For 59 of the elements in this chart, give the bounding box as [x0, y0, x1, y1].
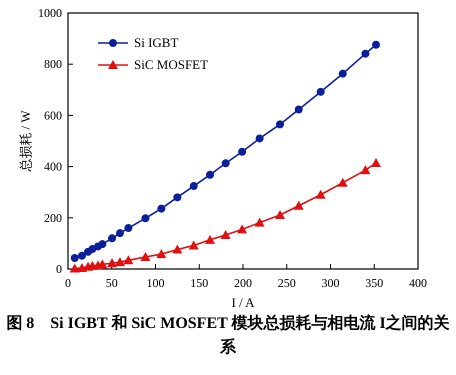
point	[361, 50, 370, 58]
legend-label: Si IGBT	[134, 35, 178, 50]
text: 图 8 Si IGBT 和 SiC MOSFET 模块总损耗与相电流 I之间的关系	[5, 313, 451, 358]
point	[205, 234, 216, 244]
y-tick-label: 200	[44, 210, 62, 225]
point	[98, 240, 106, 248]
x-tick-label: 0	[65, 276, 71, 290]
point	[116, 229, 124, 238]
x-tick-label: 200	[234, 276, 252, 290]
point	[238, 148, 246, 156]
x-tick-label: 300	[322, 276, 340, 290]
y-tick-label: 0	[56, 262, 62, 276]
point	[124, 224, 132, 232]
legend-label: SiC MOSFET	[134, 57, 208, 72]
point	[371, 158, 381, 168]
y-tick-label: 800	[44, 57, 62, 72]
point	[360, 165, 370, 174]
point	[123, 255, 134, 264]
y-tick-label: 1000	[38, 6, 62, 20]
point	[220, 230, 231, 239]
point	[172, 244, 182, 254]
point	[276, 120, 284, 128]
point	[70, 254, 79, 262]
point	[316, 190, 326, 199]
x-tick-label: 400	[409, 276, 427, 290]
point	[275, 210, 286, 219]
point	[294, 200, 304, 210]
point	[157, 204, 166, 213]
point	[338, 178, 348, 187]
x-tick-label: 350	[365, 276, 384, 290]
point	[78, 252, 86, 260]
point	[188, 240, 199, 250]
point	[141, 214, 150, 222]
x-tick-label: 50	[106, 276, 118, 290]
point	[206, 170, 214, 179]
point	[338, 70, 347, 78]
point	[107, 258, 118, 268]
point	[156, 249, 166, 258]
point	[254, 218, 265, 227]
point	[237, 224, 248, 234]
y-tick-label: 400	[44, 160, 62, 174]
point	[222, 159, 230, 168]
point	[190, 182, 198, 190]
point	[140, 252, 150, 261]
y-tick-label: 600	[44, 108, 62, 122]
x-tick-label: 150	[190, 276, 208, 290]
point	[70, 263, 80, 272]
point	[77, 262, 87, 272]
y-axis-title: 总损耗 / W	[18, 110, 33, 173]
point	[256, 134, 264, 142]
point	[114, 257, 125, 266]
x-axis-title: I / A	[231, 295, 256, 310]
point	[316, 88, 325, 96]
point	[372, 40, 380, 49]
point	[173, 193, 182, 202]
x-tick-label: 250	[278, 276, 296, 290]
point	[108, 234, 116, 242]
x-tick-label: 100	[146, 276, 164, 290]
point	[294, 106, 303, 114]
